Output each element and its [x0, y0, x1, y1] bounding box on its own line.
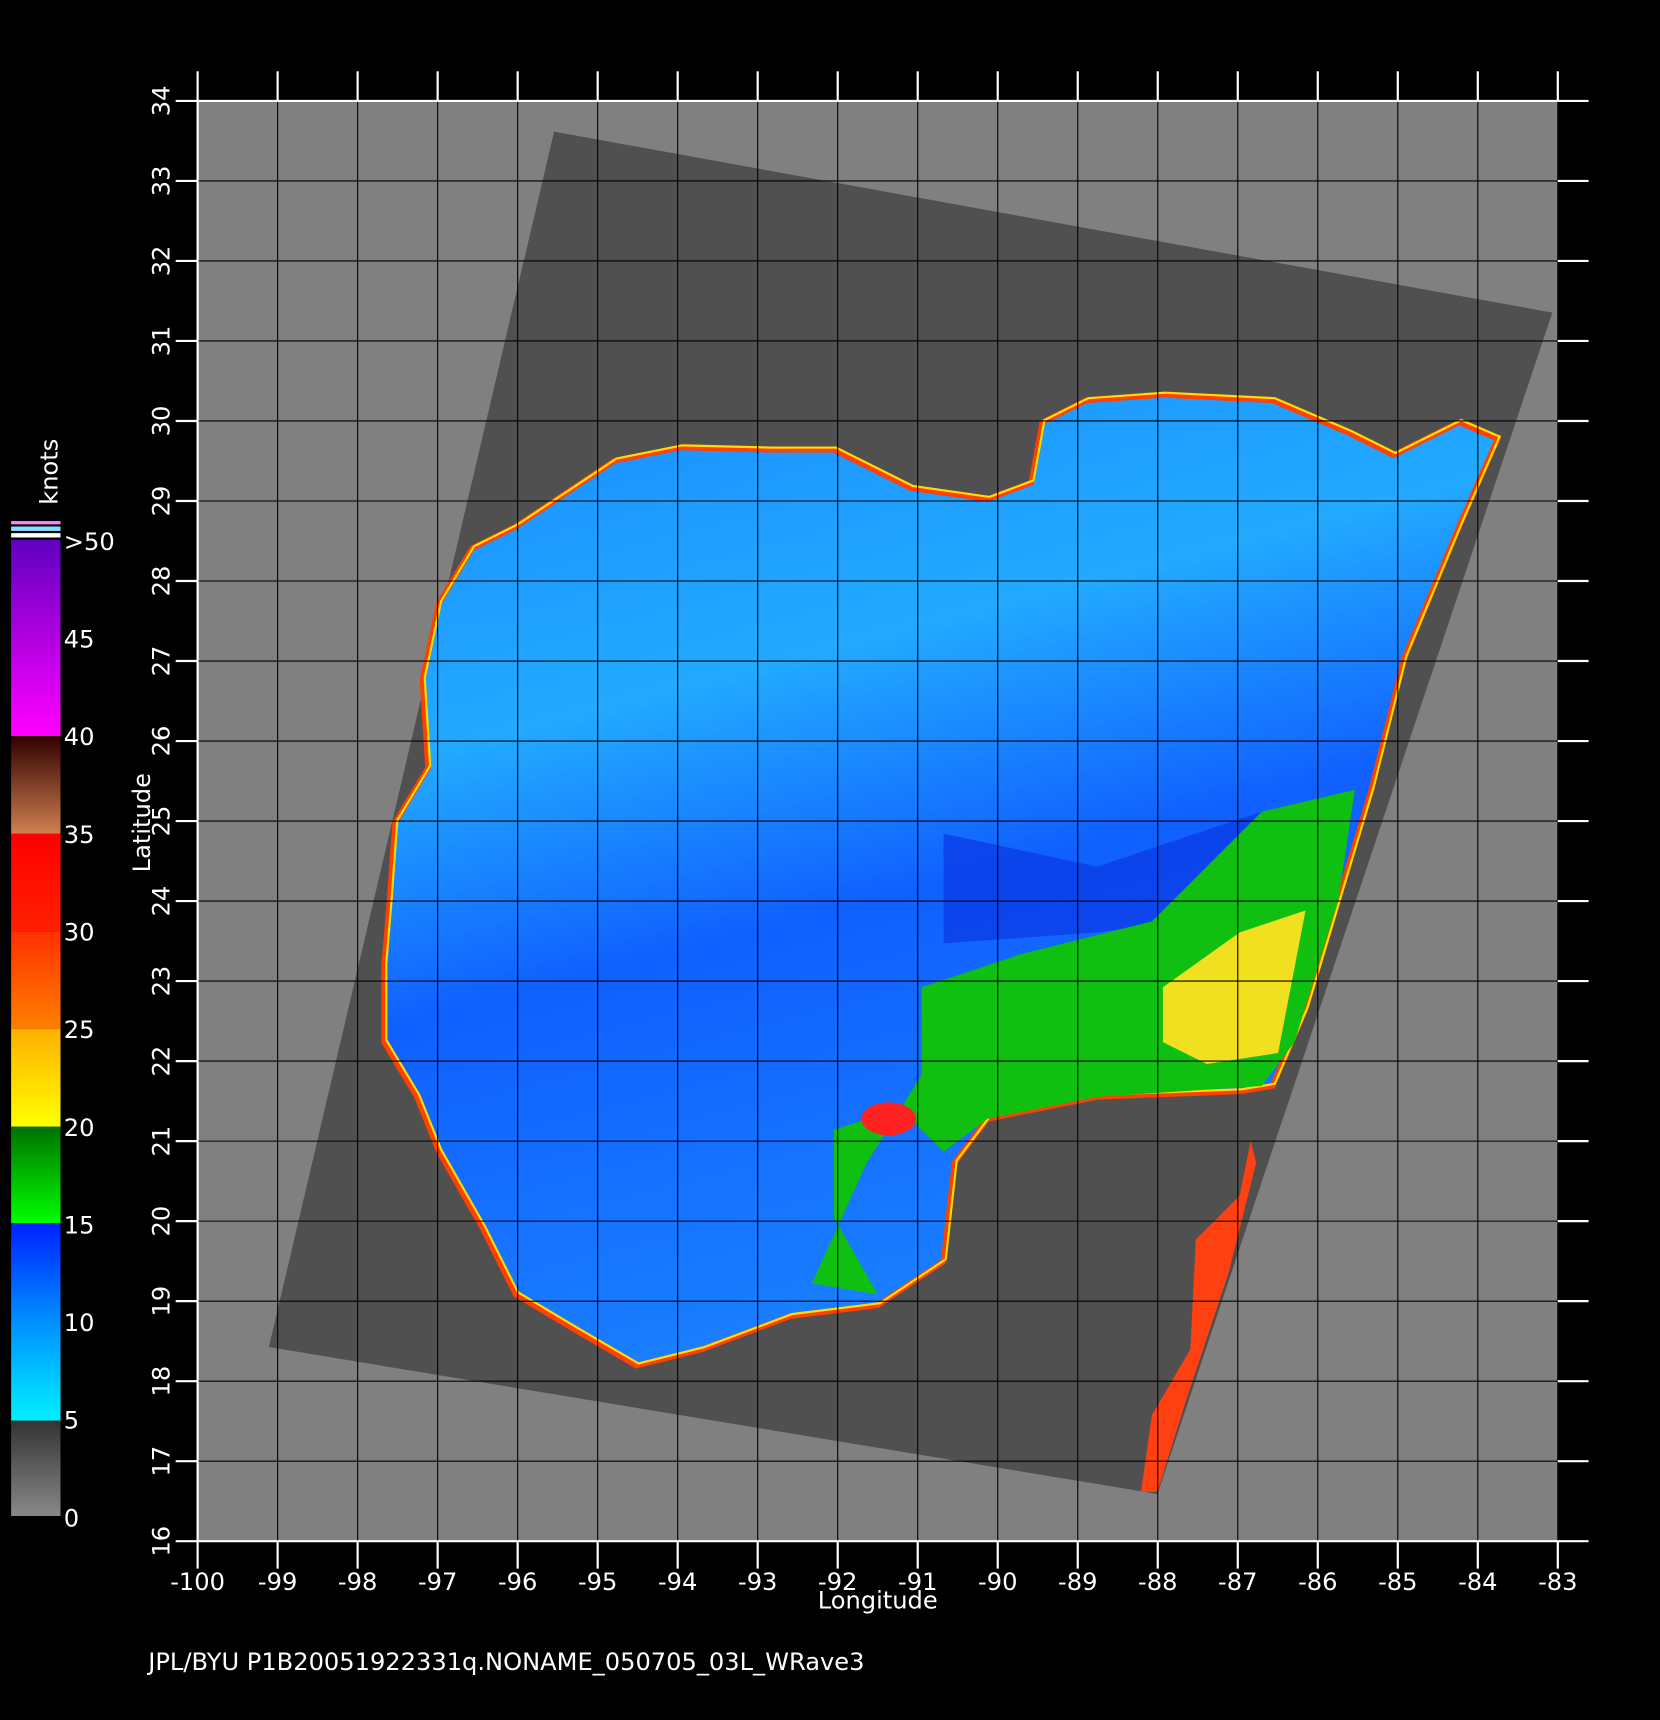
footer: JPL/BYU P1B20051922331q.NONAME_050705_03… — [146, 1648, 864, 1676]
colorbar-tick-label: 15 — [64, 1211, 95, 1239]
colorbar-segment — [11, 931, 61, 1029]
y-axis-label: Latitude — [128, 773, 156, 872]
y-tick-label: 30 — [148, 406, 176, 437]
y-tick-label: 16 — [148, 1526, 176, 1557]
y-tick-label: 24 — [148, 886, 176, 917]
x-tick-label: -83 — [1538, 1568, 1577, 1596]
colorbar-tick-label: 10 — [64, 1309, 95, 1337]
green-wind-zone — [811, 789, 1355, 1295]
x-tick-label: -95 — [578, 1568, 617, 1596]
colorbar-tick-label: 5 — [64, 1407, 79, 1435]
colorbar-segment — [11, 521, 61, 525]
colorbar-tick-label: 40 — [64, 723, 95, 751]
x-tick-label: -98 — [338, 1568, 377, 1596]
x-tick-label: -85 — [1378, 1568, 1417, 1596]
x-tick-label: -90 — [978, 1568, 1017, 1596]
x-tick-label: -86 — [1298, 1568, 1337, 1596]
x-axis-label: Longitude — [818, 1587, 938, 1615]
storm-core — [861, 1102, 917, 1136]
colorbar-segment — [11, 736, 61, 834]
y-tick-label: 33 — [148, 166, 176, 197]
colorbar-tick-label: 30 — [64, 918, 95, 946]
x-tick-label: -97 — [418, 1568, 457, 1596]
y-tick-label: 19 — [148, 1286, 176, 1317]
colorbar-segment — [11, 526, 61, 531]
x-tick-label: -88 — [1138, 1568, 1177, 1596]
x-tick-label: -89 — [1058, 1568, 1097, 1596]
colorbar-tick-label: 20 — [64, 1114, 95, 1142]
x-tick-label: -87 — [1218, 1568, 1257, 1596]
colorbar: knots 0 5 10 15 20 25 30 35 40 45 >50 — [11, 439, 115, 1532]
y-tick-label: 29 — [148, 486, 176, 517]
y-tick-label: 27 — [148, 646, 176, 677]
colorbar-tick-label: 25 — [64, 1016, 95, 1044]
y-tick-label: 28 — [148, 566, 176, 597]
x-tick-label: -94 — [658, 1568, 697, 1596]
colorbar-segment — [11, 1223, 61, 1421]
colorbar-segment — [11, 1028, 61, 1127]
y-tick-label: 25 — [148, 806, 176, 837]
colorbar-segment — [11, 833, 61, 932]
y-tick-label: 26 — [148, 726, 176, 757]
colorbar-segment — [11, 539, 61, 737]
y-tick-label: 20 — [148, 1206, 176, 1237]
y-tick-label: 17 — [148, 1446, 176, 1477]
colorbar-tick-label: 45 — [64, 626, 95, 654]
y-tick-label: 32 — [148, 246, 176, 277]
x-tick-label: -92 — [818, 1568, 857, 1596]
colorbar-tick-label: 35 — [64, 821, 95, 849]
y-tick-label: 22 — [148, 1046, 176, 1077]
y-tick-label: 34 — [148, 86, 176, 117]
colorbar-segment — [11, 533, 61, 538]
x-tick-label: -93 — [738, 1568, 777, 1596]
axes: -100 -99 -98 -97 -96 -95 -94 -93 -92 -91 -90 -89 -88… — [148, 71, 1589, 1596]
colorbar-segment — [11, 1126, 61, 1224]
y-tick-label: 31 — [148, 326, 176, 357]
y-tick-label: 23 — [148, 966, 176, 997]
yellow-wind-zone — [1162, 910, 1306, 1065]
y-tick-label: 21 — [148, 1126, 176, 1157]
coastal-strip — [1140, 1140, 1257, 1492]
x-tick-label: -84 — [1458, 1568, 1497, 1596]
y-tick-label: 18 — [148, 1366, 176, 1397]
x-tick-label: -96 — [498, 1568, 537, 1596]
x-tick-label: -91 — [898, 1568, 937, 1596]
x-tick-label: -99 — [258, 1568, 297, 1596]
colorbar-title: knots — [36, 439, 64, 505]
x-tick-label: -100 — [170, 1568, 225, 1596]
colorbar-tick-label: 0 — [64, 1504, 79, 1532]
colorbar-tick-label: >50 — [64, 528, 115, 556]
colorbar-segment — [11, 1420, 61, 1516]
